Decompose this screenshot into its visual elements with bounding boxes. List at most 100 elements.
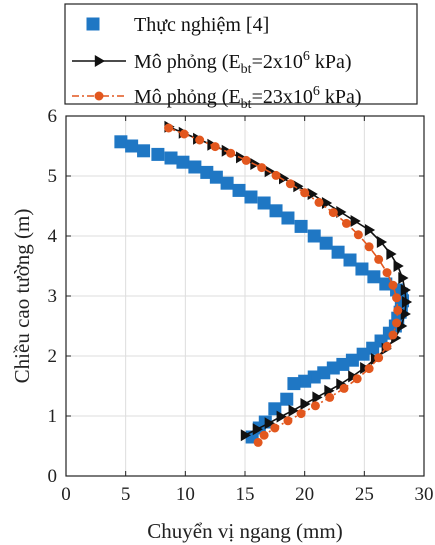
data-point (257, 163, 267, 173)
data-point (269, 204, 283, 218)
data-point (288, 404, 299, 417)
data-point (240, 429, 251, 442)
data-point (296, 409, 306, 419)
data-point (278, 172, 290, 185)
data-point (188, 160, 202, 174)
x-tick-label: 5 (121, 484, 131, 505)
data-point (280, 392, 294, 406)
data-point (374, 353, 384, 363)
legend-marker (94, 91, 104, 101)
data-point (164, 123, 174, 133)
data-point (298, 374, 312, 388)
data-point (276, 410, 287, 423)
data-point (179, 129, 189, 139)
data-point (341, 218, 351, 228)
data-point (195, 135, 205, 145)
data-point (312, 391, 323, 404)
data-point (325, 392, 335, 402)
x-tick-label: 0 (61, 484, 71, 505)
data-point (151, 147, 165, 161)
data-point (386, 248, 397, 260)
data-point (392, 293, 402, 303)
y-tick-label: 1 (48, 406, 58, 427)
data-point (393, 260, 404, 272)
data-point (328, 208, 338, 218)
data-point (353, 230, 363, 240)
y-tick-label: 3 (48, 286, 58, 307)
data-point (271, 170, 281, 180)
data-point (270, 423, 280, 433)
x-axis-ticks: 0 5 10 15 20 25 30 (61, 116, 434, 505)
data-point (137, 144, 151, 158)
data-point (388, 330, 398, 340)
data-point (241, 155, 251, 165)
x-tick-label: 15 (236, 484, 255, 505)
data-point (374, 254, 384, 264)
data-point (350, 215, 361, 227)
data-point (176, 155, 190, 169)
legend-marker (94, 55, 105, 67)
y-tick-label: 2 (48, 346, 58, 367)
data-point (114, 135, 128, 149)
data-point (319, 236, 333, 250)
data-point (294, 219, 308, 233)
legend-item-2: Mô phỏng (Ebt=2x106 kPa) (72, 49, 352, 77)
data-point (283, 416, 293, 426)
y-tick-label: 5 (48, 166, 58, 187)
data-point (382, 268, 392, 278)
data-point (264, 417, 275, 430)
x-axis-label: Chuyển vị ngang (mm) (147, 519, 342, 543)
y-tick-label: 6 (48, 106, 58, 127)
data-point (307, 188, 318, 200)
data-point (252, 423, 263, 436)
y-axis-ticks: 0 1 2 3 4 5 6 (48, 106, 424, 487)
data-point (293, 180, 304, 193)
data-point (259, 430, 269, 440)
data-point (400, 308, 411, 320)
data-point (210, 142, 220, 152)
data-point (392, 318, 402, 328)
data-point (321, 197, 333, 209)
data-point (220, 176, 234, 190)
legend-item-3: Mô phỏng (Ebt=23x106 kPa) (72, 84, 362, 112)
data-point (324, 384, 335, 397)
data-point (339, 383, 349, 393)
data-point (364, 242, 374, 252)
data-point (382, 341, 392, 351)
x-tick-label: 30 (415, 484, 434, 505)
x-tick-label: 20 (295, 484, 314, 505)
grid-lines (65, 115, 425, 477)
data-point (257, 196, 271, 210)
legend-label: Mô phỏng (Ebt=2x106 kPa) (134, 49, 352, 77)
legend-label: Thực nghiệm [4] (134, 14, 269, 36)
data-point (398, 272, 409, 284)
data-point (356, 347, 370, 361)
data-point (307, 229, 321, 243)
data-point (352, 374, 362, 384)
data-point (285, 179, 295, 189)
data-point (401, 296, 413, 308)
y-axis-label: Chiều cao tường (m) (10, 209, 34, 384)
data-point (348, 370, 359, 383)
data-point (300, 398, 311, 410)
series-3-line (168, 127, 399, 443)
data-point (388, 280, 398, 290)
data-point (232, 183, 246, 197)
data-point (244, 190, 258, 204)
legend-marker (86, 17, 100, 31)
legend-box (64, 3, 418, 105)
y-tick-label: 0 (48, 466, 58, 487)
data-point (336, 206, 347, 218)
data-point (331, 245, 345, 259)
data-point (376, 236, 388, 248)
data-point (343, 253, 357, 267)
data-point (125, 139, 139, 153)
data-point (364, 224, 376, 236)
data-point (400, 284, 411, 296)
legend-label: Mô phỏng (Ebt=23x106 kPa) (134, 84, 362, 112)
data-point (287, 377, 301, 391)
y-tick-label: 4 (48, 226, 58, 247)
series-3 (164, 123, 403, 447)
x-tick-label: 10 (176, 484, 195, 505)
